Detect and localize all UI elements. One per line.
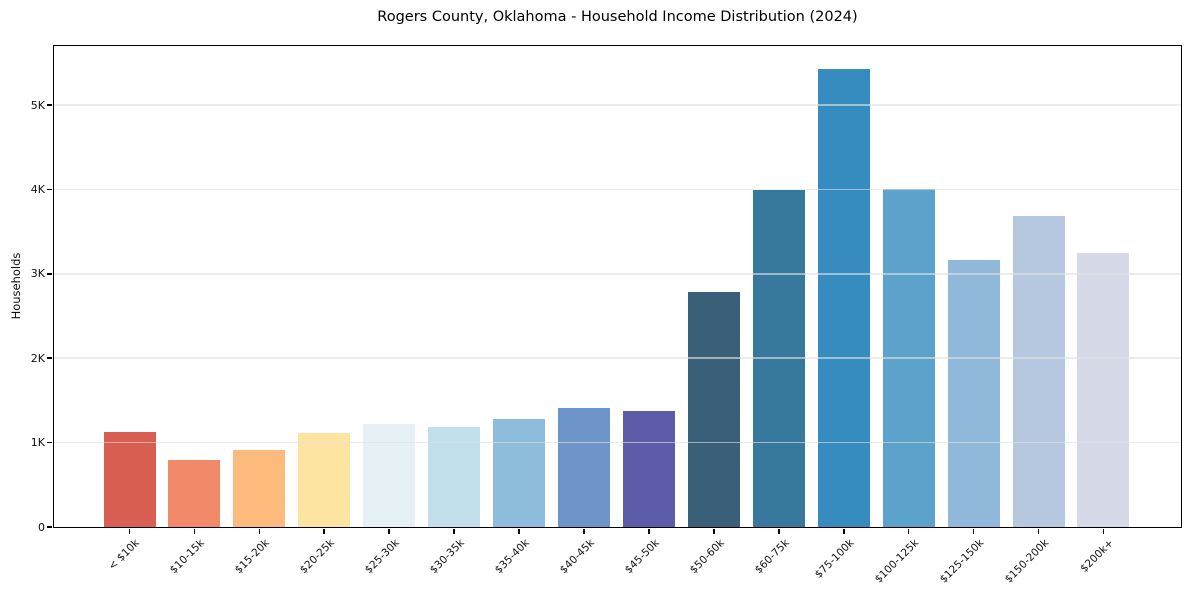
x-tick-mark [972,528,975,534]
gridline-4K [54,188,1181,191]
bar-8 [558,408,610,527]
y-tick-label: 5K [30,98,45,112]
bar-3 [233,450,286,527]
bar-4 [298,433,351,527]
x-tick-label: $30-35k [427,537,467,577]
bar-7 [493,419,546,527]
x-tick-mark [258,528,261,534]
x-tick-mark [388,528,391,534]
y-tick-label: 3K [30,267,45,281]
y-tick-label: 2K [30,351,45,365]
y-tick-label: 0 [38,520,45,534]
y-tick-label: 1K [30,436,45,450]
y-tick-mark [47,357,53,360]
chart-title: Rogers County, Oklahoma - Household Inco… [377,9,858,25]
x-tick-label: $20-25k [297,537,337,577]
x-tick-mark [583,528,585,534]
x-tick-label: < $10k [106,537,142,573]
gridline-3K [54,273,1181,275]
y-tick-mark [47,104,53,106]
bar-12 [817,68,870,527]
x-tick-mark [1102,528,1105,534]
x-tick-label: $45-50k [622,537,662,577]
y-tick-mark [47,441,53,444]
bar-2 [168,459,221,527]
gridline-1K [54,441,1181,444]
bar-16 [1077,252,1130,527]
y-tick-label: 4K [30,182,45,196]
gridline-5K [54,104,1181,106]
x-tick-label: $150-200k [1002,537,1052,586]
x-tick-mark [778,528,780,534]
x-tick-mark [193,528,196,534]
x-tick-mark [842,528,845,534]
x-tick-label: $35-40k [492,537,532,577]
y-tick-mark [47,188,53,191]
gridline-2K [54,357,1181,359]
plot-area: 0 1K 2K 3K 4K 5K < $10k $10-15k $15-20k $20-25k $2… [31,45,1182,586]
bar-14 [947,259,1000,527]
bar-15 [1012,215,1065,527]
bar-6 [428,427,481,527]
x-tick-label: $100-125k [872,537,922,586]
bar-9 [622,411,675,527]
bar-10 [687,292,740,527]
x-tick-mark [1037,528,1040,534]
x-tick-mark [128,528,131,534]
x-tick-label: $10-15k [167,537,207,577]
x-tick-label: $75-100k [812,537,857,581]
x-tick-mark [713,528,715,534]
y-tick-mark [47,526,53,528]
bar-1 [103,431,156,527]
y-tick-mark [47,273,53,275]
x-tick-mark [648,528,650,534]
x-tick-label: $40-45k [557,537,597,577]
x-tick-label: $50-60k [687,537,727,577]
y-axis-label: Households [9,252,23,320]
x-tick-mark [518,528,520,534]
x-tick-label: $60-75k [752,537,792,577]
x-tick-mark [907,528,910,534]
x-tick-label: $200k+ [1078,537,1116,575]
x-tick-label: $25-30k [362,537,402,577]
bar-5 [363,424,416,527]
x-tick-mark [453,528,455,534]
x-tick-label: $15-20k [232,537,272,577]
x-tick-mark [323,528,326,534]
x-tick-label: $125-150k [937,537,987,586]
